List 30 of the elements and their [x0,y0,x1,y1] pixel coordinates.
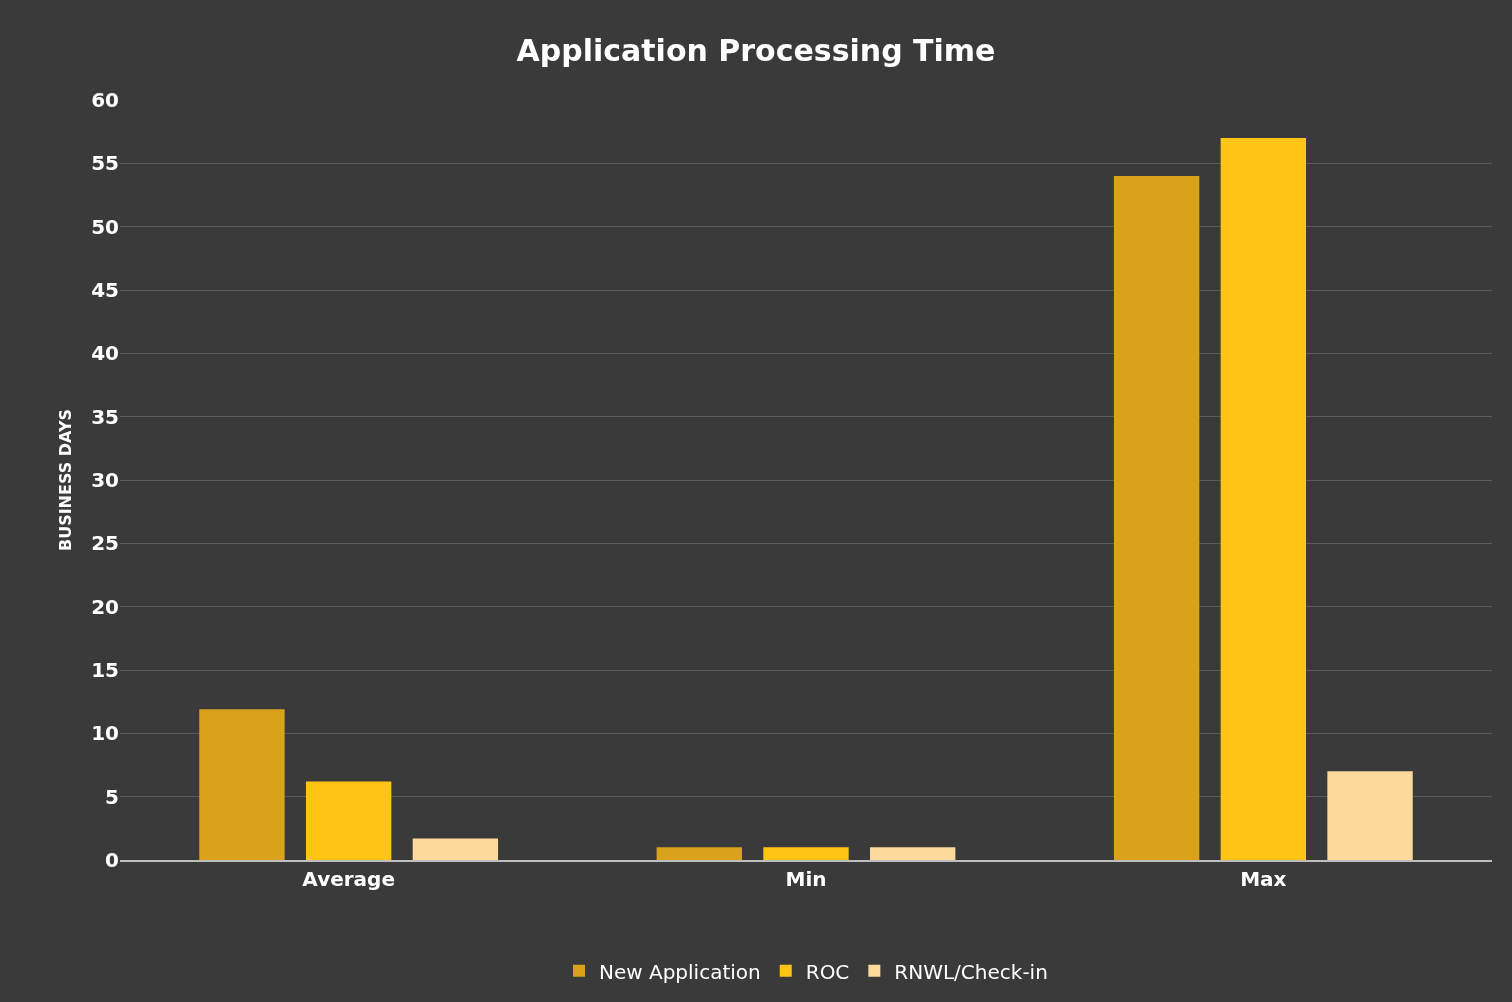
bar [656,847,742,860]
bar [412,838,499,860]
x-tick-label: Max [1240,867,1287,891]
y-tick-label: 60 [91,88,119,112]
y-tick-label: 15 [91,658,119,682]
x-tick-label: Min [785,867,827,891]
legend-label: RNWL/Check-in [894,959,1048,984]
bar [763,847,849,860]
y-tick-label: 35 [91,404,119,429]
legend-label: New Application [599,959,761,984]
bar [1220,138,1307,860]
y-tick-label: 20 [91,594,119,619]
chart-title: Application Processing Time [516,33,996,69]
y-tick-label: 5 [105,784,119,809]
y-tick-label: 50 [91,214,119,239]
y-axis-title: BUSINESS DAYS [56,408,76,552]
bar [305,781,392,860]
y-tick-label: 30 [91,468,119,492]
bar [870,847,956,860]
bar [199,709,285,860]
y-tick-label: 45 [91,278,119,302]
bar [1113,176,1200,860]
y-tick-label: 10 [91,721,119,746]
y-tick-label: 0 [105,848,119,872]
x-tick-label: Average [302,867,395,891]
bar [1327,771,1413,860]
y-tick-label: 55 [91,151,119,176]
y-tick-label: 25 [91,531,119,556]
legend-label: ROC [805,959,850,984]
y-tick-label: 40 [91,341,119,366]
